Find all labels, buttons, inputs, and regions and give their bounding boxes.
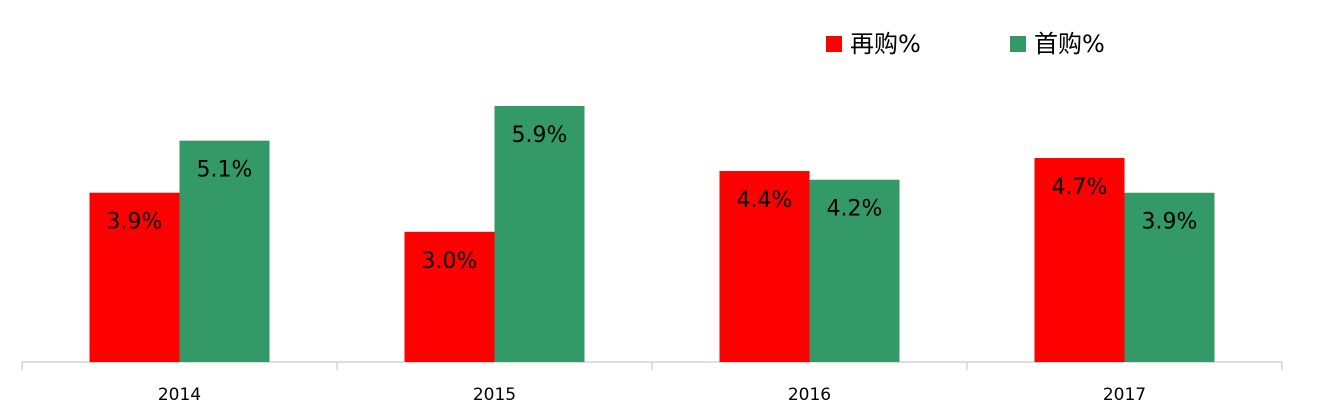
- bar: [89, 192, 180, 362]
- bar: [719, 171, 810, 362]
- data-label: 4.2%: [827, 197, 883, 222]
- data-label: 5.9%: [512, 123, 568, 148]
- bar: [494, 105, 585, 362]
- bar: [1034, 158, 1125, 362]
- bar: [809, 179, 900, 362]
- data-label: 4.4%: [737, 188, 793, 213]
- legend-swatch: [826, 36, 842, 52]
- x-tick-label: 2015: [473, 385, 516, 405]
- bar: [404, 231, 495, 362]
- legend-label: 首购%: [1034, 30, 1105, 58]
- legend-label: 再购%: [850, 30, 921, 58]
- data-label: 3.0%: [422, 249, 478, 274]
- x-tick-label: 2014: [158, 385, 201, 405]
- x-tick-label: 2017: [1103, 385, 1146, 405]
- legend-swatch: [1010, 36, 1026, 52]
- data-label: 3.9%: [1142, 210, 1198, 235]
- bar: [179, 140, 270, 362]
- x-tick-label: 2016: [788, 385, 831, 405]
- data-label: 5.1%: [197, 158, 253, 183]
- data-label: 3.9%: [107, 210, 163, 235]
- bar: [1124, 192, 1215, 362]
- data-label: 4.7%: [1052, 175, 1108, 200]
